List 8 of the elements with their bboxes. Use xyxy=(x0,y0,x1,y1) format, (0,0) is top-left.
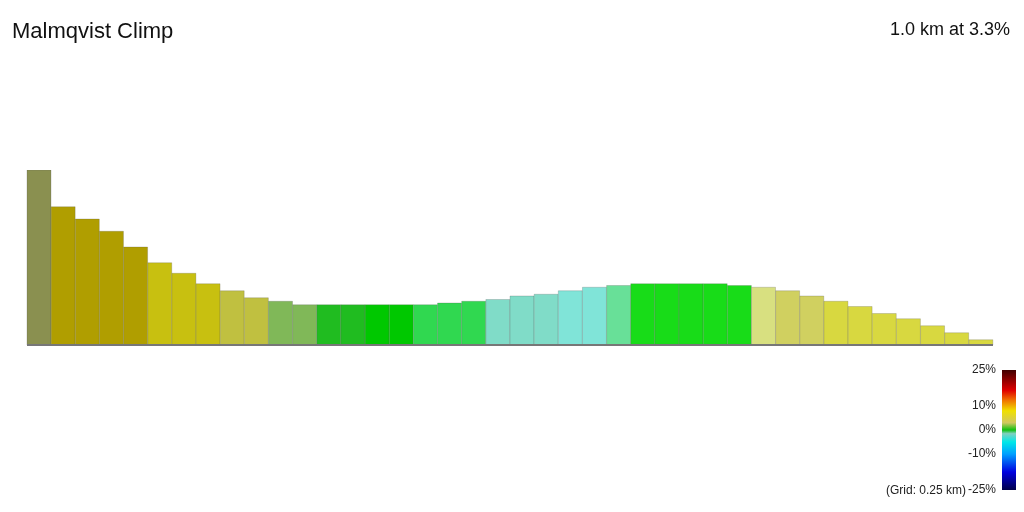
text: (Grid: 0.25 km) xyxy=(885,483,966,497)
color-bar-label: 0% xyxy=(978,422,997,437)
color-bar-label: -25% xyxy=(967,482,997,497)
color-bar-label: 10% xyxy=(971,398,997,413)
chart-subtitle: 1.0 km at 3.3% xyxy=(889,19,1010,40)
color-bar-label: 25% xyxy=(971,362,997,377)
color-bar-label: -10% xyxy=(967,446,997,461)
chart-title: Malmqvist Climp xyxy=(12,18,174,44)
